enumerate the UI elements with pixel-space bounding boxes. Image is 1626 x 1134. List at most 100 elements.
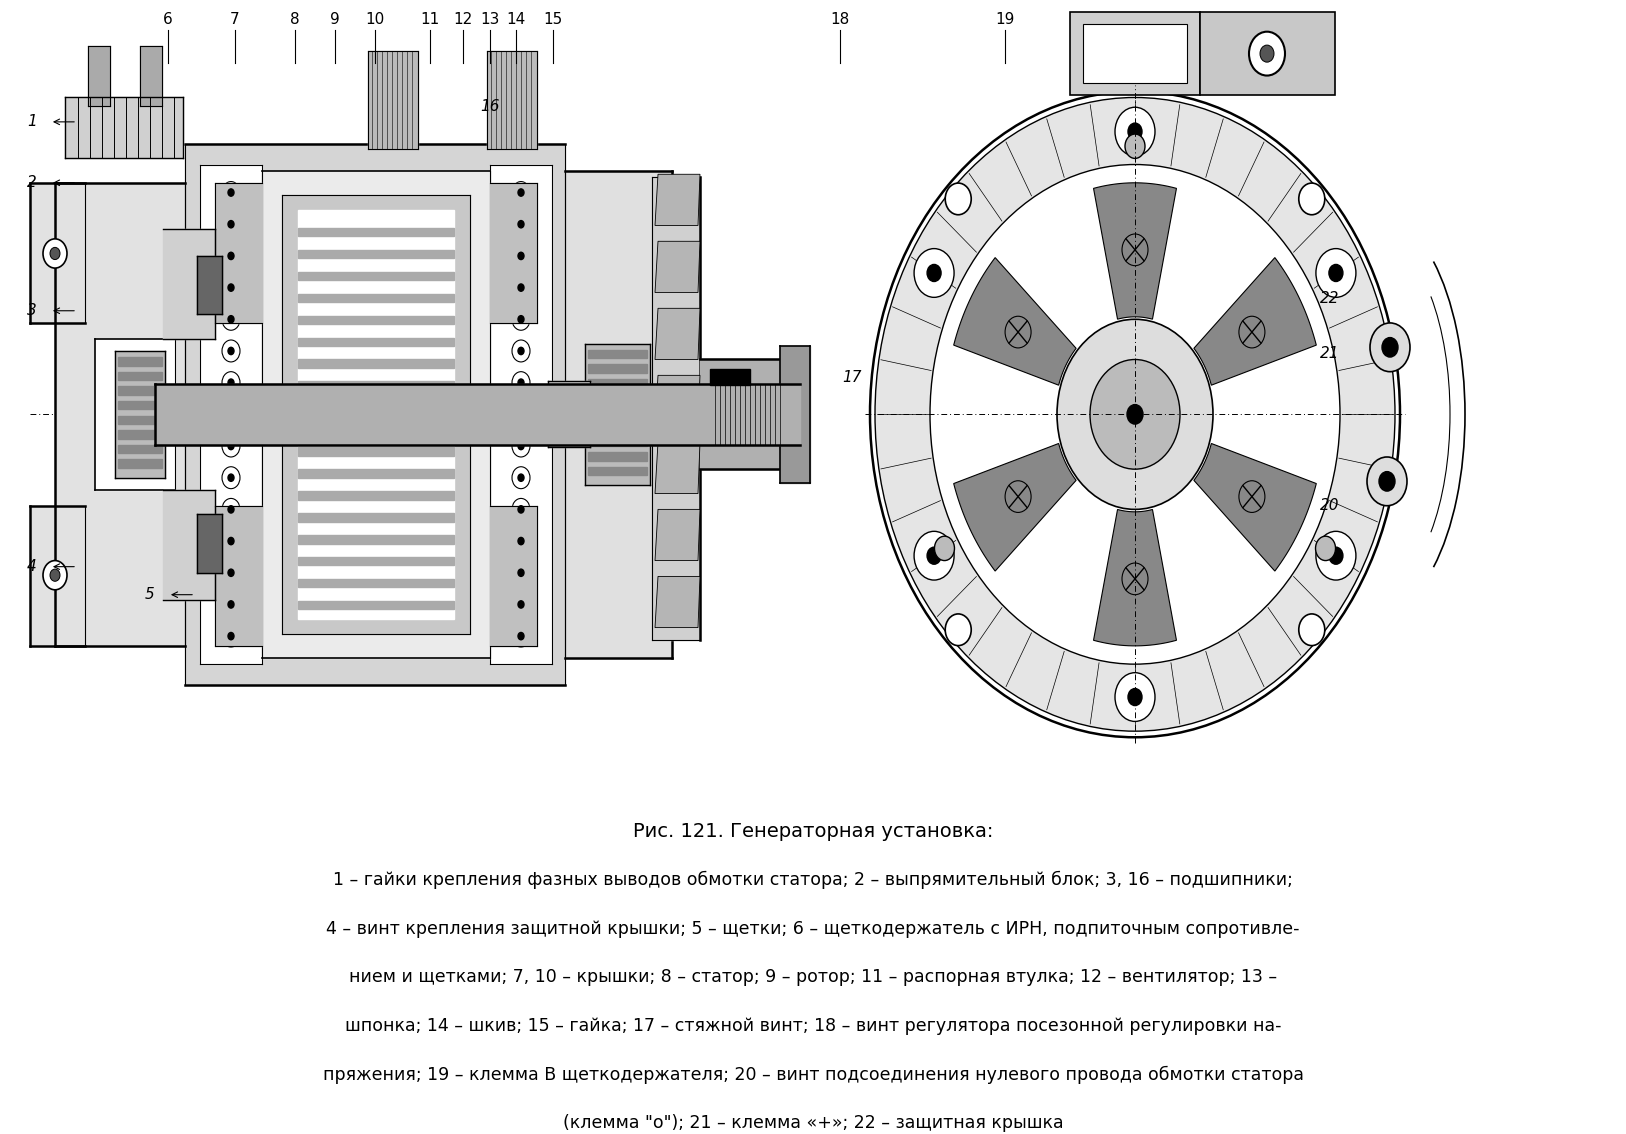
- Circle shape: [228, 601, 234, 608]
- Circle shape: [1249, 32, 1285, 76]
- Polygon shape: [589, 364, 647, 373]
- Circle shape: [228, 633, 234, 640]
- Circle shape: [935, 536, 954, 560]
- Polygon shape: [488, 51, 537, 149]
- Polygon shape: [163, 490, 215, 600]
- Polygon shape: [298, 469, 454, 477]
- Circle shape: [512, 467, 530, 489]
- Polygon shape: [954, 257, 1076, 386]
- Polygon shape: [652, 177, 701, 640]
- Polygon shape: [701, 359, 800, 469]
- Polygon shape: [585, 344, 650, 485]
- Text: 8: 8: [289, 11, 299, 27]
- Polygon shape: [548, 381, 590, 447]
- Circle shape: [223, 435, 241, 457]
- Polygon shape: [589, 452, 647, 460]
- Text: 19: 19: [995, 11, 1015, 27]
- Polygon shape: [298, 359, 454, 369]
- Circle shape: [1115, 108, 1154, 156]
- Circle shape: [1128, 124, 1141, 141]
- Text: Рис. 121. Генераторная установка:: Рис. 121. Генераторная установка:: [633, 822, 993, 840]
- Circle shape: [875, 98, 1395, 731]
- Circle shape: [228, 252, 234, 260]
- Circle shape: [1367, 457, 1406, 506]
- Polygon shape: [298, 491, 454, 500]
- Circle shape: [512, 625, 530, 648]
- Text: 4 – винт крепления защитной крышки; 5 – щетки; 6 – щеткодержатель с ИРН, подпито: 4 – винт крепления защитной крышки; 5 – …: [327, 920, 1299, 938]
- Polygon shape: [298, 249, 454, 259]
- Circle shape: [223, 530, 241, 552]
- Text: 18: 18: [831, 11, 850, 27]
- Circle shape: [223, 593, 241, 616]
- Circle shape: [519, 601, 524, 608]
- Circle shape: [1371, 323, 1410, 372]
- Polygon shape: [119, 459, 163, 468]
- Text: 4: 4: [28, 559, 37, 574]
- Polygon shape: [711, 370, 750, 386]
- Polygon shape: [1193, 257, 1317, 386]
- Circle shape: [945, 183, 971, 214]
- Text: 21: 21: [1320, 346, 1340, 361]
- Circle shape: [223, 499, 241, 521]
- Polygon shape: [298, 404, 454, 412]
- Circle shape: [1328, 548, 1343, 565]
- Polygon shape: [489, 506, 537, 646]
- Text: 22: 22: [1320, 291, 1340, 306]
- Circle shape: [223, 245, 241, 266]
- Text: 11: 11: [421, 11, 439, 27]
- Polygon shape: [119, 401, 163, 409]
- Polygon shape: [489, 164, 551, 665]
- Circle shape: [228, 474, 234, 481]
- Polygon shape: [1083, 24, 1187, 83]
- Polygon shape: [94, 339, 176, 490]
- Circle shape: [512, 181, 530, 203]
- Polygon shape: [215, 183, 262, 323]
- Circle shape: [228, 315, 234, 323]
- Circle shape: [223, 561, 241, 584]
- Polygon shape: [589, 467, 647, 475]
- Polygon shape: [140, 46, 163, 105]
- Circle shape: [512, 340, 530, 362]
- Polygon shape: [119, 387, 163, 395]
- Circle shape: [1328, 264, 1343, 281]
- Text: 3: 3: [28, 303, 37, 319]
- Polygon shape: [655, 442, 701, 493]
- Circle shape: [512, 245, 530, 266]
- Polygon shape: [298, 338, 454, 346]
- Polygon shape: [119, 445, 163, 454]
- Circle shape: [512, 499, 530, 521]
- Polygon shape: [298, 315, 454, 324]
- Circle shape: [512, 308, 530, 330]
- Polygon shape: [298, 228, 454, 236]
- Circle shape: [1382, 338, 1398, 357]
- Text: 1: 1: [28, 115, 37, 129]
- Polygon shape: [215, 506, 262, 646]
- Text: 20: 20: [1320, 498, 1340, 514]
- Circle shape: [1128, 688, 1141, 705]
- Circle shape: [1125, 134, 1145, 159]
- Circle shape: [512, 372, 530, 393]
- Polygon shape: [655, 576, 701, 627]
- Circle shape: [228, 284, 234, 291]
- Polygon shape: [1070, 12, 1200, 95]
- Circle shape: [228, 221, 234, 228]
- Polygon shape: [200, 164, 262, 665]
- Polygon shape: [55, 183, 185, 646]
- Circle shape: [1299, 183, 1325, 214]
- Circle shape: [519, 633, 524, 640]
- Polygon shape: [298, 381, 454, 390]
- Polygon shape: [298, 578, 454, 587]
- Polygon shape: [489, 183, 537, 323]
- Polygon shape: [655, 375, 701, 426]
- Circle shape: [42, 239, 67, 268]
- Text: 2: 2: [28, 176, 37, 191]
- Polygon shape: [298, 557, 454, 566]
- Circle shape: [1057, 320, 1213, 509]
- Circle shape: [512, 530, 530, 552]
- Polygon shape: [298, 447, 454, 456]
- Circle shape: [512, 213, 530, 235]
- Text: 16: 16: [480, 99, 499, 113]
- Circle shape: [1315, 536, 1335, 560]
- Circle shape: [1127, 405, 1143, 424]
- Polygon shape: [655, 242, 701, 293]
